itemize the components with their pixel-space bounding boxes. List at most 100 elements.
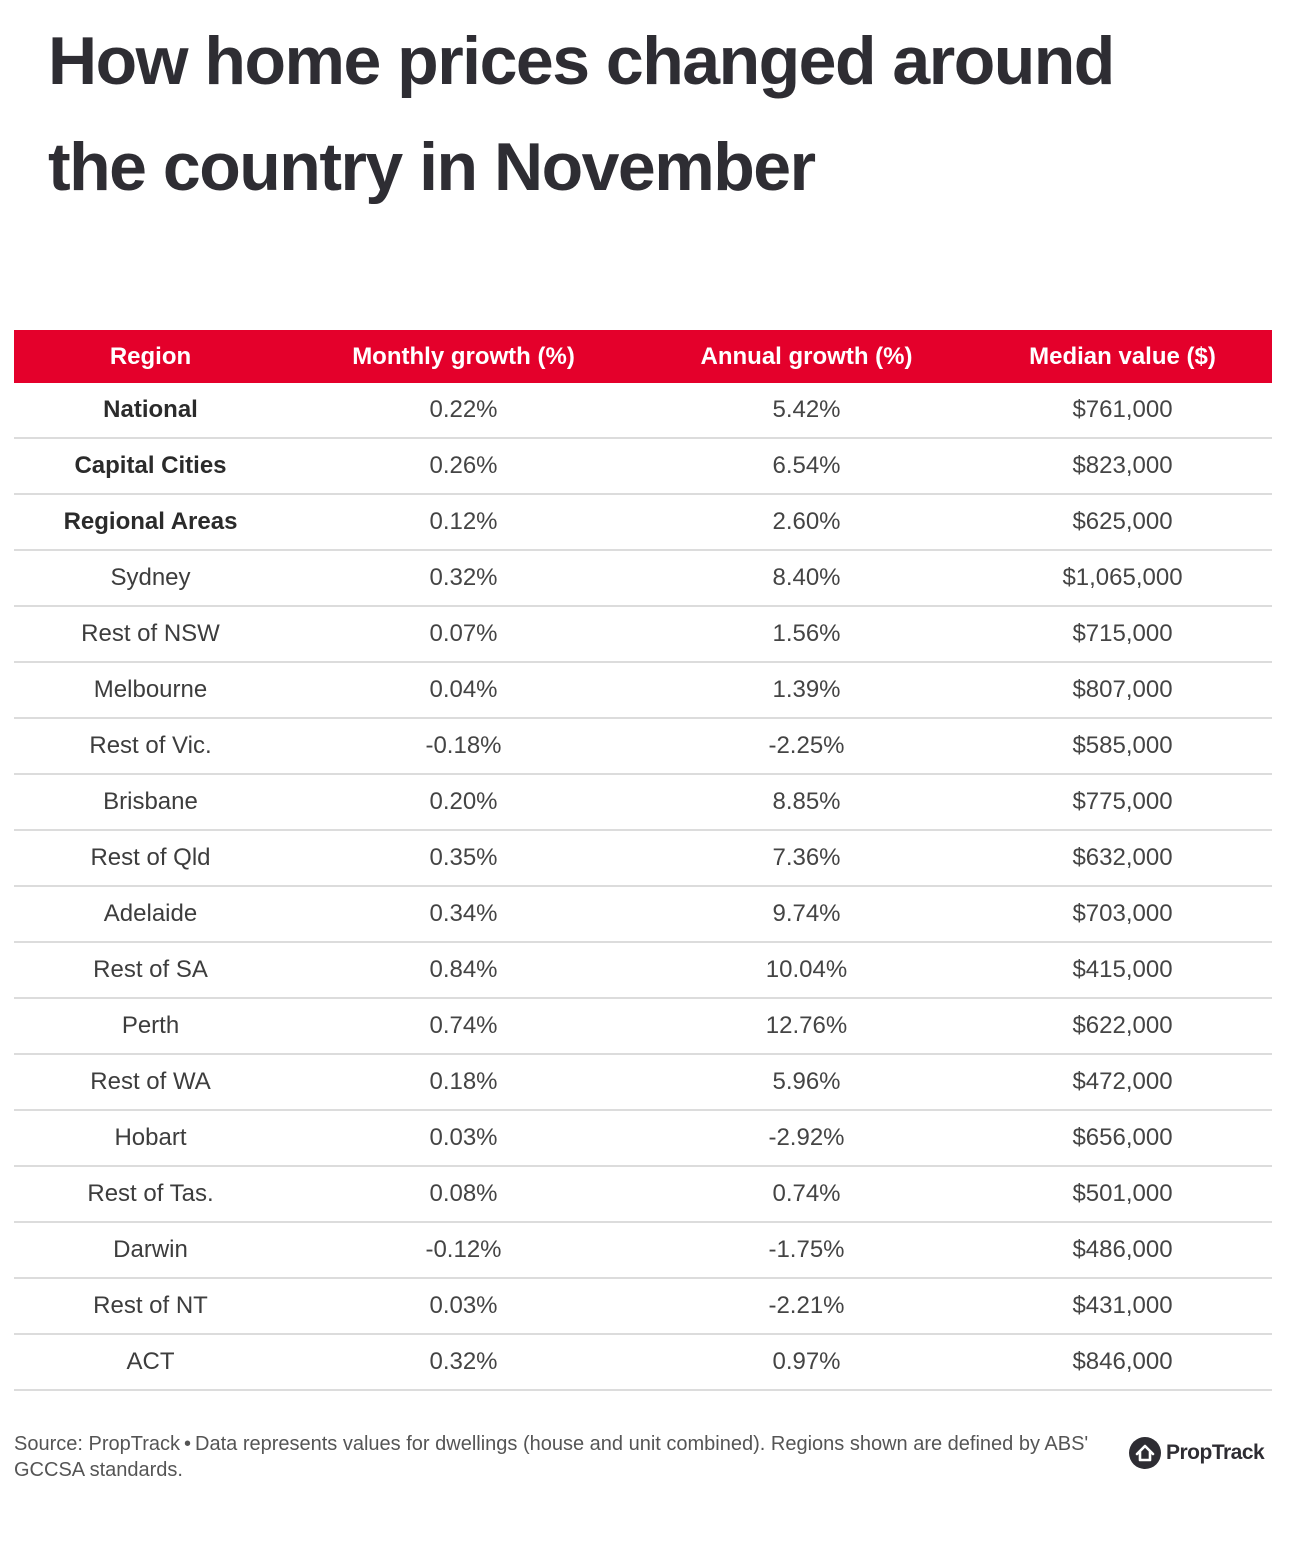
region-cell: Hobart bbox=[14, 1110, 287, 1167]
region-cell: Adelaide bbox=[14, 886, 287, 943]
column-header-annual-growth: Annual growth (%) bbox=[640, 330, 973, 383]
monthly-growth-cell: 0.84% bbox=[287, 942, 640, 999]
median-value-cell: $415,000 bbox=[973, 942, 1272, 999]
median-value-cell: $632,000 bbox=[973, 830, 1272, 887]
monthly-growth-cell: 0.32% bbox=[287, 1334, 640, 1391]
median-value-cell: $472,000 bbox=[973, 1054, 1272, 1111]
table-row: Rest of NSW 0.07% 1.56% $715,000 bbox=[14, 606, 1272, 663]
median-value-cell: $625,000 bbox=[973, 494, 1272, 551]
median-value-cell: $715,000 bbox=[973, 606, 1272, 663]
column-header-median-value: Median value ($) bbox=[973, 330, 1272, 383]
table-row: Rest of Qld 0.35% 7.36% $632,000 bbox=[14, 830, 1272, 887]
annual-growth-cell: 9.74% bbox=[640, 886, 973, 943]
region-cell: Melbourne bbox=[14, 662, 287, 719]
table-row: Adelaide 0.34% 9.74% $703,000 bbox=[14, 886, 1272, 943]
monthly-growth-cell: 0.18% bbox=[287, 1054, 640, 1111]
median-value-cell: $823,000 bbox=[973, 438, 1272, 495]
table-row: Rest of SA 0.84% 10.04% $415,000 bbox=[14, 942, 1272, 999]
monthly-growth-cell: 0.12% bbox=[287, 494, 640, 551]
region-cell: Rest of Tas. bbox=[14, 1166, 287, 1223]
logo-text: PropTrack bbox=[1166, 1441, 1265, 1464]
median-value-cell: $486,000 bbox=[973, 1222, 1272, 1279]
region-cell: Brisbane bbox=[14, 774, 287, 831]
table-row: Rest of WA 0.18% 5.96% $472,000 bbox=[14, 1054, 1272, 1111]
annual-growth-cell: -2.21% bbox=[640, 1278, 973, 1335]
monthly-growth-cell: 0.26% bbox=[287, 438, 640, 495]
table-row: Regional Areas 0.12% 2.60% $625,000 bbox=[14, 494, 1272, 551]
monthly-growth-cell: 0.07% bbox=[287, 606, 640, 663]
monthly-growth-cell: 0.34% bbox=[287, 886, 640, 943]
table-row: National 0.22% 5.42% $761,000 bbox=[14, 383, 1272, 439]
table-header: Region Monthly growth (%) Annual growth … bbox=[14, 330, 1272, 383]
monthly-growth-cell: 0.08% bbox=[287, 1166, 640, 1223]
annual-growth-cell: -1.75% bbox=[640, 1222, 973, 1279]
table-row: Brisbane 0.20% 8.85% $775,000 bbox=[14, 774, 1272, 831]
region-cell: Regional Areas bbox=[14, 494, 287, 551]
annual-growth-cell: 1.56% bbox=[640, 606, 973, 663]
region-cell: Rest of NT bbox=[14, 1278, 287, 1335]
median-value-cell: $703,000 bbox=[973, 886, 1272, 943]
table-row: Capital Cities 0.26% 6.54% $823,000 bbox=[14, 438, 1272, 495]
median-value-cell: $622,000 bbox=[973, 998, 1272, 1055]
table-row: ACT 0.32% 0.97% $846,000 bbox=[14, 1334, 1272, 1391]
median-value-cell: $656,000 bbox=[973, 1110, 1272, 1167]
median-value-cell: $1,065,000 bbox=[973, 550, 1272, 607]
proptrack-logo: PropTrack bbox=[1128, 1436, 1265, 1470]
annual-growth-cell: 0.97% bbox=[640, 1334, 973, 1391]
median-value-cell: $775,000 bbox=[973, 774, 1272, 831]
region-cell: National bbox=[14, 383, 287, 439]
source-separator: • bbox=[184, 1433, 192, 1455]
table-row: Rest of Vic. -0.18% -2.25% $585,000 bbox=[14, 718, 1272, 775]
table-row: Hobart 0.03% -2.92% $656,000 bbox=[14, 1110, 1272, 1167]
annual-growth-cell: 8.40% bbox=[640, 550, 973, 607]
monthly-growth-cell: 0.20% bbox=[287, 774, 640, 831]
column-header-region: Region bbox=[14, 330, 287, 383]
table-row: Darwin -0.12% -1.75% $486,000 bbox=[14, 1222, 1272, 1279]
annual-growth-cell: 12.76% bbox=[640, 998, 973, 1055]
table-row: Perth 0.74% 12.76% $622,000 bbox=[14, 998, 1272, 1055]
region-cell: Capital Cities bbox=[14, 438, 287, 495]
monthly-growth-cell: 0.03% bbox=[287, 1278, 640, 1335]
median-value-cell: $846,000 bbox=[973, 1334, 1272, 1391]
median-value-cell: $431,000 bbox=[973, 1278, 1272, 1335]
monthly-growth-cell: 0.32% bbox=[287, 550, 640, 607]
annual-growth-cell: -2.92% bbox=[640, 1110, 973, 1167]
annual-growth-cell: -2.25% bbox=[640, 718, 973, 775]
region-cell: Rest of Qld bbox=[14, 830, 287, 887]
annual-growth-cell: 1.39% bbox=[640, 662, 973, 719]
annual-growth-cell: 6.54% bbox=[640, 438, 973, 495]
table-row: Rest of NT 0.03% -2.21% $431,000 bbox=[14, 1278, 1272, 1335]
monthly-growth-cell: 0.22% bbox=[287, 383, 640, 439]
annual-growth-cell: 5.42% bbox=[640, 383, 973, 439]
house-icon bbox=[1128, 1436, 1162, 1470]
table-body: National 0.22% 5.42% $761,000 Capital Cities… bbox=[14, 383, 1272, 1391]
region-cell: Darwin bbox=[14, 1222, 287, 1279]
region-cell: Rest of SA bbox=[14, 942, 287, 999]
annual-growth-cell: 0.74% bbox=[640, 1166, 973, 1223]
data-description: Data represents values for dwellings (ho… bbox=[14, 1433, 1089, 1481]
median-value-cell: $501,000 bbox=[973, 1166, 1272, 1223]
median-value-cell: $585,000 bbox=[973, 718, 1272, 775]
annual-growth-cell: 2.60% bbox=[640, 494, 973, 551]
region-cell: ACT bbox=[14, 1334, 287, 1391]
region-cell: Rest of NSW bbox=[14, 606, 287, 663]
region-cell: Sydney bbox=[14, 550, 287, 607]
source-label: Source: PropTrack bbox=[14, 1433, 180, 1455]
region-cell: Rest of WA bbox=[14, 1054, 287, 1111]
median-value-cell: $807,000 bbox=[973, 662, 1272, 719]
annual-growth-cell: 7.36% bbox=[640, 830, 973, 887]
table-row: Melbourne 0.04% 1.39% $807,000 bbox=[14, 662, 1272, 719]
monthly-growth-cell: -0.18% bbox=[287, 718, 640, 775]
monthly-growth-cell: 0.04% bbox=[287, 662, 640, 719]
annual-growth-cell: 10.04% bbox=[640, 942, 973, 999]
price-table: Region Monthly growth (%) Annual growth … bbox=[14, 330, 1272, 1391]
table-row: Rest of Tas. 0.08% 0.74% $501,000 bbox=[14, 1166, 1272, 1223]
monthly-growth-cell: 0.03% bbox=[287, 1110, 640, 1167]
annual-growth-cell: 5.96% bbox=[640, 1054, 973, 1111]
chart-title: How home prices changed around the count… bbox=[48, 23, 1115, 205]
region-cell: Perth bbox=[14, 998, 287, 1055]
table-row: Sydney 0.32% 8.40% $1,065,000 bbox=[14, 550, 1272, 607]
price-table-container: Region Monthly growth (%) Annual growth … bbox=[14, 330, 1272, 1391]
annual-growth-cell: 8.85% bbox=[640, 774, 973, 831]
column-header-monthly-growth: Monthly growth (%) bbox=[287, 330, 640, 383]
